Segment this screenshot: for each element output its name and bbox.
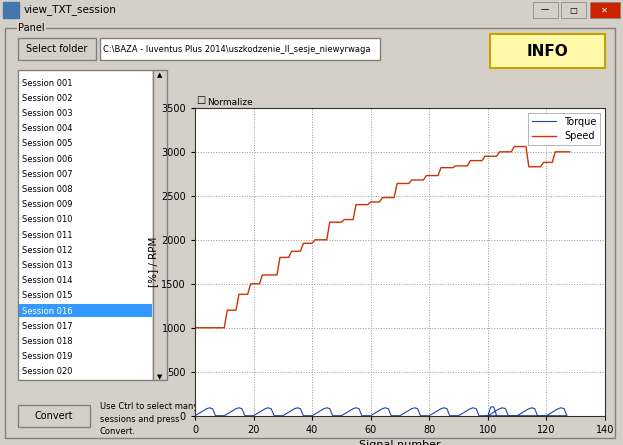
Bar [19,304,152,317]
Text: ▲: ▲ [158,72,163,78]
Text: Session 020: Session 020 [22,367,72,376]
Text: Session 002: Session 002 [22,94,72,103]
Y-axis label: [%] / RPM: [%] / RPM [148,237,158,287]
Text: view_TXT_session: view_TXT_session [24,4,117,16]
Torque [414,406,421,411]
Text: ▼: ▼ [158,374,163,380]
Text: Panel: Panel [18,23,45,33]
Speed [510,144,518,149]
Torque [241,413,249,418]
Bar [3,2,19,18]
Text: Session 006: Session 006 [22,154,73,163]
Text: Session 014: Session 014 [22,276,72,285]
X-axis label: Signal number: Signal number [359,440,441,445]
Text: Normalize: Normalize [207,97,253,106]
Speed [420,177,427,182]
Speed [393,181,401,186]
Text: Convert: Convert [35,411,74,421]
Text: Use Ctrl to select many
sessions and press
Convert.: Use Ctrl to select many sessions and pre… [100,402,198,436]
Bar [153,70,167,380]
Text: Grid: Grid [207,110,226,120]
Text: —: — [541,5,549,15]
Text: Session 012: Session 012 [22,246,72,255]
Speed [449,165,457,170]
Text: Session 001: Session 001 [22,78,72,88]
Speed [259,272,266,278]
Text: Session 011: Session 011 [22,231,72,239]
Torque [320,406,328,411]
Text: Session 003: Session 003 [22,109,73,118]
Bar [490,34,605,68]
Text: Session 019: Session 019 [22,352,72,361]
Speed [566,149,574,154]
Text: Session 010: Session 010 [22,215,72,224]
Bar [590,2,620,18]
Text: Session 016: Session 016 [22,307,73,316]
Legend: Torque, Speed: Torque, Speed [528,113,600,146]
Torque [531,406,538,411]
Text: ☑: ☑ [195,108,204,118]
Torque [534,413,541,418]
Text: Session 013: Session 013 [22,261,73,270]
Text: C:\BAZA - luventus Plus 2014\uszkodzenie_ll_sesje_niewyrwaga: C:\BAZA - luventus Plus 2014\uszkodzenie… [103,44,371,53]
Line: Torque: Torque [195,407,567,416]
Bar [533,2,558,18]
Text: □: □ [196,95,205,105]
Text: Session 007: Session 007 [22,170,73,179]
Torque [291,406,298,411]
Bar [100,38,380,60]
Bar [561,2,586,18]
Text: Session 008: Session 008 [22,185,73,194]
Torque [493,413,500,418]
Speed [338,219,345,225]
Text: Session 009: Session 009 [22,200,72,209]
Text: Session 004: Session 004 [22,124,72,133]
Text: Session 018: Session 018 [22,337,73,346]
Bar [18,38,96,60]
Bar [18,70,153,380]
Text: Session 015: Session 015 [22,291,72,300]
Text: Select folder: Select folder [26,44,88,54]
Torque [191,413,199,418]
Speed [191,325,199,331]
Text: ✕: ✕ [601,5,609,15]
Speed [408,177,416,182]
Bar [18,405,90,427]
Torque [487,404,495,409]
Text: INFO: INFO [526,44,568,59]
Text: □: □ [569,5,577,15]
Text: Session 005: Session 005 [22,139,72,148]
Line: Speed: Speed [195,146,570,328]
Text: Session 017: Session 017 [22,322,73,331]
